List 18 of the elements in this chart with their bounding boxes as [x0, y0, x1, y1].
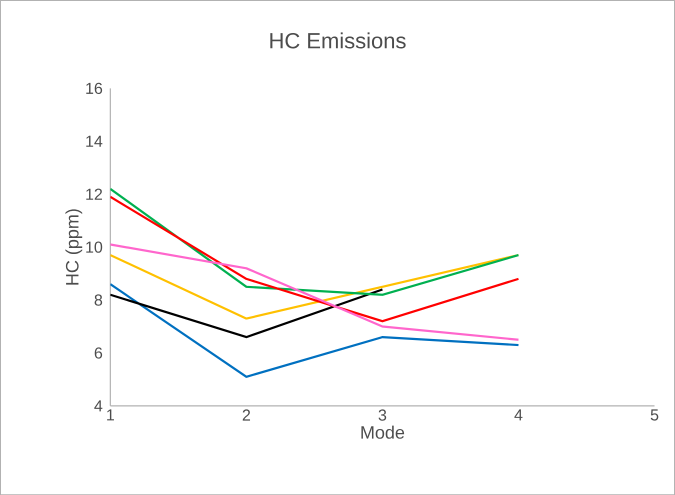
y-tick-label: 12: [86, 188, 102, 200]
x-tick-label: 1: [107, 409, 114, 420]
x-tick-label: 5: [650, 409, 658, 420]
line-series: [110, 282, 520, 378]
line-series: [110, 188, 520, 296]
y-tick-label: 8: [94, 294, 102, 306]
y-tick-label: 6: [94, 347, 102, 359]
x-tick-label: 3: [378, 409, 386, 421]
y-tick-label: 14: [86, 136, 102, 147]
x-axis-title: Mode: [361, 425, 404, 439]
chart-title: HC Emissions: [270, 32, 406, 48]
y-axis-title: HC (ppm): [65, 209, 82, 284]
x-tick-label: 4: [514, 409, 522, 420]
line-series: [110, 243, 520, 341]
x-tick-label: 2: [242, 409, 250, 420]
y-tick-label: 10: [86, 241, 102, 253]
y-tick-label: 4: [94, 400, 102, 412]
y-tick-label: 16: [86, 82, 102, 94]
